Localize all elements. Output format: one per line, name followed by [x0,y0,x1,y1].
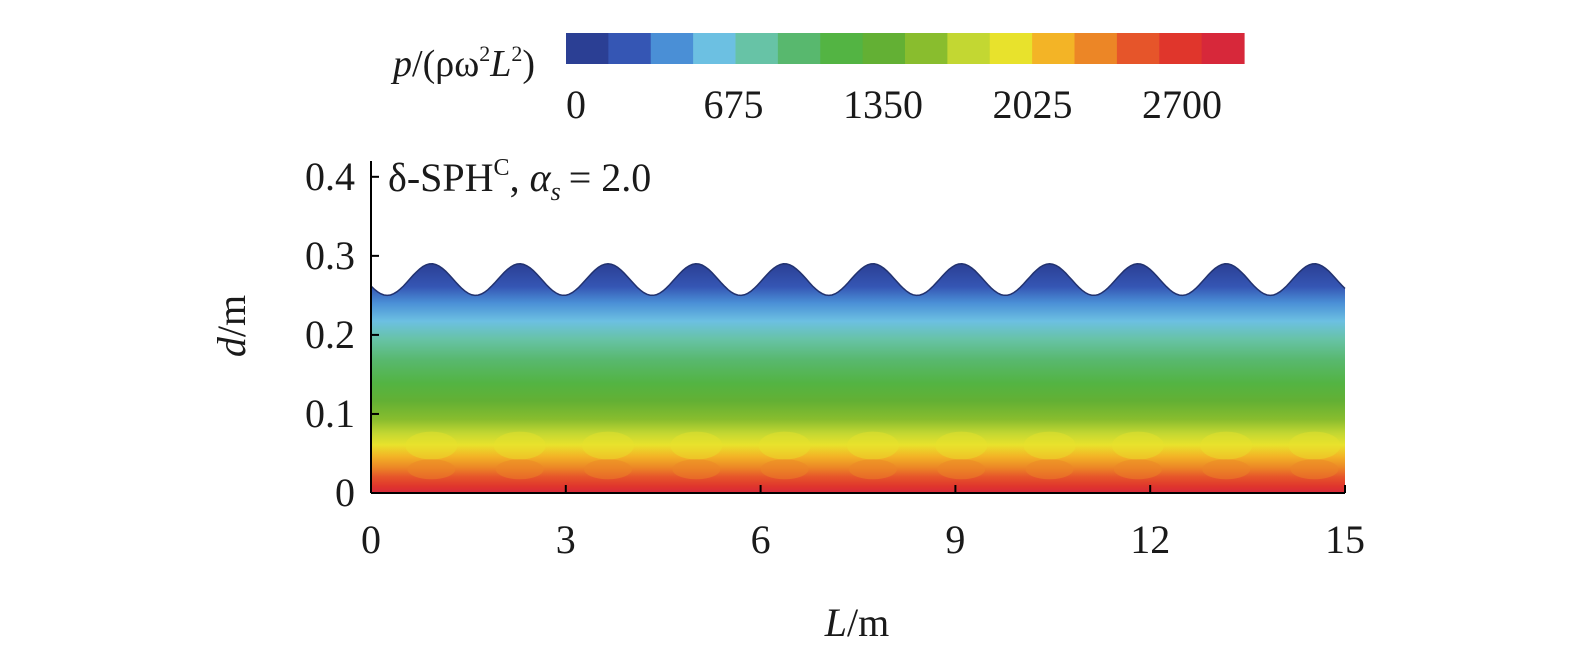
x-tick-label: 12 [1130,517,1170,562]
crest-band-lower [1290,459,1339,480]
colorbar: p/(ρω2L2) 0 675 1350 2025 2700 [390,33,1245,127]
y-axis-label: d/m [209,295,254,357]
crest-band-upper [493,431,546,460]
y-tick-label: 0.3 [305,233,355,278]
crest-band-lower [672,459,721,480]
y-tick-label: 0.4 [305,154,355,199]
y-tick-label: 0.1 [305,391,355,436]
crest-band-upper [1111,431,1164,460]
colorbar-cell [566,33,609,64]
crest-band-lower [495,459,544,480]
x-tick-label: 3 [556,517,576,562]
colorbar-label: p/(ρω2L2) [390,41,535,85]
colorbar-tick-label: 0 [566,82,586,127]
colorbar-cell [1032,33,1076,64]
crest-band-upper [670,431,723,460]
x-tick-label: 15 [1325,517,1365,562]
pressure-crest-bands [405,431,1341,480]
colorbar-tick-label: 2700 [1142,82,1222,127]
crest-band-upper [1288,431,1341,460]
colorbar-cell [1116,33,1160,64]
colorbar-cells [566,33,1245,64]
colorbar-cell [693,33,737,64]
crest-band-lower [848,459,897,480]
colorbar-tick-label: 2025 [993,82,1073,127]
crest-band-upper [405,431,458,460]
crest-band-upper [582,431,635,460]
crest-band-lower [584,459,633,480]
crest-band-lower [407,459,456,480]
crest-band-upper [1200,431,1253,460]
colorbar-cell [608,33,652,64]
crest-band-lower [1202,459,1251,480]
crest-band-lower [937,459,986,480]
pressure-field [371,263,1345,493]
colorbar-cell [905,33,948,64]
colorbar-cell [650,33,694,64]
colorbar-ticks: 0 675 1350 2025 2700 [566,82,1222,127]
y-axis-ticks: 0 0.1 0.2 0.3 0.4 [305,154,379,515]
y-tick-label: 0 [335,470,355,515]
x-axis-label: L/m [824,600,889,645]
colorbar-cell [947,33,991,64]
y-tick-label: 0.2 [305,312,355,357]
crest-band-upper [935,431,988,460]
colorbar-cell [989,33,1033,64]
free-surface-line [370,263,1346,297]
plot-area: 0 3 6 9 12 15 0 0.1 0.2 0.3 0.4 [305,154,1365,562]
x-tick-label: 6 [751,517,771,562]
colorbar-cell [735,33,779,64]
colorbar-tick-label: 675 [704,82,764,127]
x-tick-label: 9 [945,517,965,562]
crest-band-upper [758,431,811,460]
crest-band-upper [1023,431,1076,460]
colorbar-cell [777,33,821,64]
chart-title: δ-SPHC, αs = 2.0 [388,155,651,206]
x-tick-label: 0 [361,517,381,562]
crest-band-lower [1113,459,1162,480]
colorbar-cell [1159,33,1203,64]
crest-band-lower [760,459,809,480]
colorbar-tick-label: 1350 [843,82,923,127]
crest-band-upper [846,431,899,460]
colorbar-cell [1074,33,1118,64]
colorbar-cell [862,33,906,64]
crest-band-lower [1025,459,1074,480]
colorbar-cell [1201,33,1245,64]
x-axis-ticks: 0 3 6 9 12 15 [361,485,1365,562]
colorbar-cell [820,33,864,64]
